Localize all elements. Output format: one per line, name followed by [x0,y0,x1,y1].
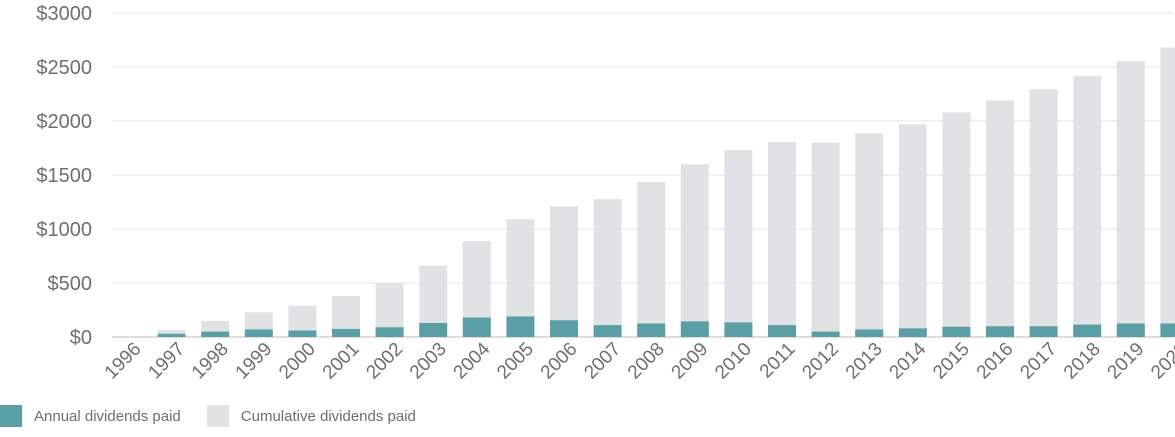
legend-item-annual: Annual dividends paid [0,405,181,427]
bar-cumulative [768,142,796,337]
bar-cumulative [1029,89,1058,337]
bars [157,47,1175,338]
x-tick-label: 2009 [668,339,713,384]
bar-cumulative [986,100,1014,337]
bar-annual [768,325,796,337]
x-tick-label: 2010 [711,339,756,384]
x-tick-label: 2011 [756,339,800,383]
x-tick-label: 2013 [842,339,887,384]
legend-label-cumulative: Cumulative dividends paid [240,407,416,425]
y-tick-label: $500 [48,273,93,295]
x-tick-label: 2007 [580,339,625,384]
bar-annual [898,328,927,337]
legend-item-cumulative: Cumulative dividends paid [206,405,416,427]
bar-cumulative [637,182,666,337]
bar-annual [201,331,230,337]
bar-annual [1073,324,1102,337]
x-tick-label: 2012 [798,339,843,384]
bar-cumulative [1116,61,1145,338]
bar-cumulative [550,206,578,337]
bar-cumulative [724,150,753,337]
legend-label-annual: Annual dividends paid [34,407,181,425]
legend: Annual dividends paid Cumulative dividen… [0,403,442,429]
x-tick-label: 2015 [929,339,974,384]
x-tick-label: 2018 [1060,339,1105,384]
x-tick-label: 2000 [275,339,320,384]
legend-swatch-annual [0,405,22,427]
bar-annual [1160,323,1175,337]
y-tick-label: $3000 [36,3,92,25]
bar-annual [157,333,186,337]
bar-annual [637,323,666,337]
bar-annual [462,317,491,337]
y-tick-label: $2000 [36,111,92,133]
x-tick-label: 2006 [537,339,582,384]
legend-swatch-cumulative [206,405,229,427]
bar-cumulative [898,124,927,338]
bar-annual [811,331,840,337]
bar-cumulative [680,164,709,337]
bar-annual [288,330,317,337]
bar-annual [550,320,578,337]
bar-annual [724,322,753,337]
x-tick-label: 2008 [624,339,669,384]
bar-annual [506,316,535,337]
bar-annual [986,326,1014,337]
bar-annual [1116,323,1145,337]
bar-annual [593,325,622,337]
bar-cumulative [942,112,971,337]
bar-annual [244,329,273,337]
bar-annual [375,327,404,337]
x-axis: 1996199719981999200020012002200320042005… [101,338,1175,383]
x-tick-label: 1996 [101,339,146,384]
bar-cumulative [811,142,840,337]
x-tick-label: 2003 [406,339,451,384]
bar-annual [942,326,971,337]
bar-cumulative [157,329,186,337]
bar-cumulative [1160,47,1175,338]
bar-cumulative [855,133,884,337]
y-axis: $0 $500 $1000 $1500 $2000 $2500 $3000 [36,3,92,349]
bar-annual [680,321,709,337]
x-tick-label: 2002 [362,339,407,384]
x-tick-label: 2014 [886,338,931,383]
bar-cumulative [1073,76,1102,338]
y-tick-label: $0 [70,327,92,349]
x-tick-label: 1997 [144,339,189,384]
y-tick-label: $1500 [36,165,92,187]
bar-annual [855,329,884,337]
y-tick-label: $1000 [36,219,92,241]
dividends-chart: $0 $500 $1000 $1500 $2000 $2500 $3000 19961997… [36,3,1175,383]
x-tick-label: 1998 [188,339,233,384]
x-tick-label: 2016 [973,339,1018,384]
bar-annual [332,328,360,337]
x-tick-label: 2020 [1147,339,1175,384]
x-tick-label: 1999 [232,339,277,384]
bar-annual [1029,326,1058,337]
x-tick-label: 2019 [1104,339,1149,384]
x-tick-label: 2001 [319,339,364,384]
y-tick-label: $2500 [36,57,92,79]
x-tick-label: 2004 [450,338,495,383]
bar-cumulative [593,199,622,337]
bar-annual [419,322,448,337]
x-tick-label: 2005 [493,339,538,384]
x-tick-label: 2017 [1016,339,1061,384]
